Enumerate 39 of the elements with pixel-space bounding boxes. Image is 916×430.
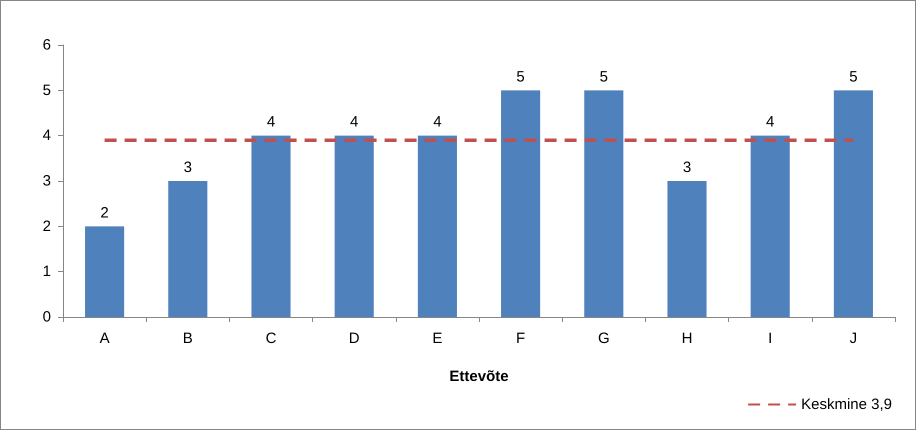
- data-label: 3: [682, 159, 692, 176]
- y-tick-label: 6: [42, 36, 51, 54]
- x-tick-label: I: [768, 330, 772, 347]
- bar: [667, 181, 707, 317]
- y-tick-label: 2: [42, 218, 51, 235]
- x-tick-label: B: [182, 330, 193, 347]
- data-label: 5: [516, 68, 525, 86]
- x-tick-label: J: [850, 330, 858, 347]
- bar: [750, 136, 790, 317]
- bar: [85, 226, 124, 317]
- x-tick-label: E: [432, 330, 442, 347]
- y-tick-label: 5: [42, 82, 51, 99]
- y-tick-label: 0: [42, 308, 51, 326]
- bar: [501, 90, 540, 317]
- y-tick-label: 4: [42, 127, 51, 144]
- x-tick-label: H: [682, 330, 692, 347]
- bar: [584, 90, 624, 317]
- x-tick-label: G: [598, 330, 610, 347]
- y-tick-label: 1: [42, 263, 51, 280]
- data-label: 3: [184, 159, 192, 176]
- x-axis-title: Ettevõte: [449, 368, 509, 385]
- x-tick-label: C: [266, 330, 277, 347]
- data-label: 4: [350, 114, 358, 131]
- bar: [834, 90, 873, 317]
- x-tick-label: D: [348, 330, 360, 347]
- x-tick-label: F: [516, 330, 526, 347]
- bar: [168, 181, 208, 317]
- legend-label: Keskmine 3,9: [801, 396, 892, 413]
- data-label: 2: [100, 204, 109, 222]
- data-label: 5: [849, 68, 858, 86]
- bar: [251, 136, 291, 317]
- y-tick-label: 3: [42, 172, 51, 190]
- data-label: 4: [433, 114, 442, 131]
- data-label: 4: [766, 114, 774, 131]
- data-label: 5: [600, 68, 608, 86]
- bar: [334, 136, 374, 317]
- data-label: 4: [266, 114, 276, 131]
- bar: [418, 136, 457, 317]
- x-tick-label: A: [100, 330, 110, 347]
